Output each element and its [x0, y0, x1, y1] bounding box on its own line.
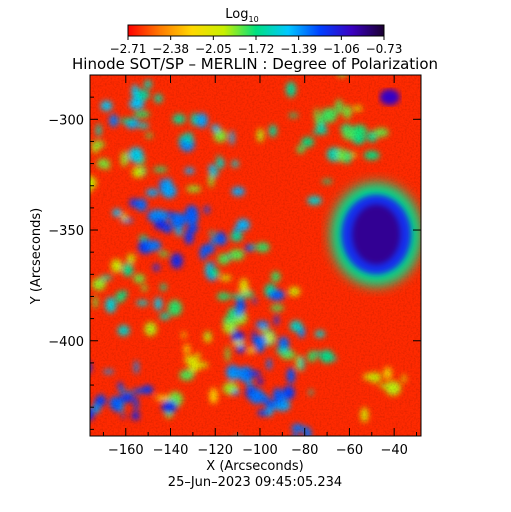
timestamp: 25–Jun–2023 09:45:05.234 [168, 475, 342, 490]
heatmap-image [70, 75, 438, 451]
x-axis-label: X (Arcseconds) [206, 459, 303, 474]
colorbar-tick-label: −2.71 [110, 42, 147, 56]
x-tick-label: −120 [197, 443, 233, 458]
colorbar-title: Log10 [225, 7, 258, 24]
polarization-patch [90, 186, 92, 192]
chart-title: Hinode SOT/SP – MERLIN : Degree of Polar… [72, 55, 438, 73]
colorbar-tick-label: −1.39 [280, 42, 317, 56]
sunspot-umbra [352, 204, 401, 265]
x-axis-tick-labels: −160 −140 −120 −100 −80 −60 −40 [108, 443, 408, 458]
y-tick-label: −350 [48, 224, 84, 239]
colorbar-tick-label: −2.38 [152, 42, 189, 56]
x-tick-label: −80 [291, 443, 318, 458]
x-tick-label: −160 [108, 443, 144, 458]
polarization-patch [233, 436, 242, 444]
y-axis-tick-labels: −300 −350 −400 [48, 113, 84, 349]
polarization-patch [70, 178, 83, 190]
colorbar-tick-label: −1.06 [323, 42, 360, 56]
polarization-patch [90, 363, 92, 373]
colorbar-ticks [127, 36, 385, 40]
sunspot-layer [330, 89, 421, 287]
plot-frame [89, 74, 422, 437]
x-axis-ticks [102, 75, 418, 436]
colorbar [127, 24, 385, 37]
colorbar-tick-label: −1.72 [238, 42, 275, 56]
colorbar-tick-label: −2.05 [195, 42, 232, 56]
y-axis-label: Y (Arcseconds) [29, 208, 44, 305]
y-axis-ticks [90, 74, 421, 430]
polarization-patch [428, 380, 437, 391]
x-tick-label: −140 [153, 443, 189, 458]
colorbar-tick-labels: −2.71 −2.38 −2.05 −1.72 −1.39 −1.06 −0.73 [110, 42, 403, 56]
colorbar-tick-label: −0.73 [366, 42, 403, 56]
polarization-patch [100, 444, 104, 451]
x-tick-label: −40 [380, 443, 407, 458]
pore [379, 89, 400, 106]
x-tick-label: −100 [242, 443, 278, 458]
x-tick-label: −60 [336, 443, 363, 458]
polarization-patch [425, 376, 438, 391]
y-tick-label: −300 [48, 113, 84, 128]
y-tick-label: −400 [48, 335, 84, 350]
